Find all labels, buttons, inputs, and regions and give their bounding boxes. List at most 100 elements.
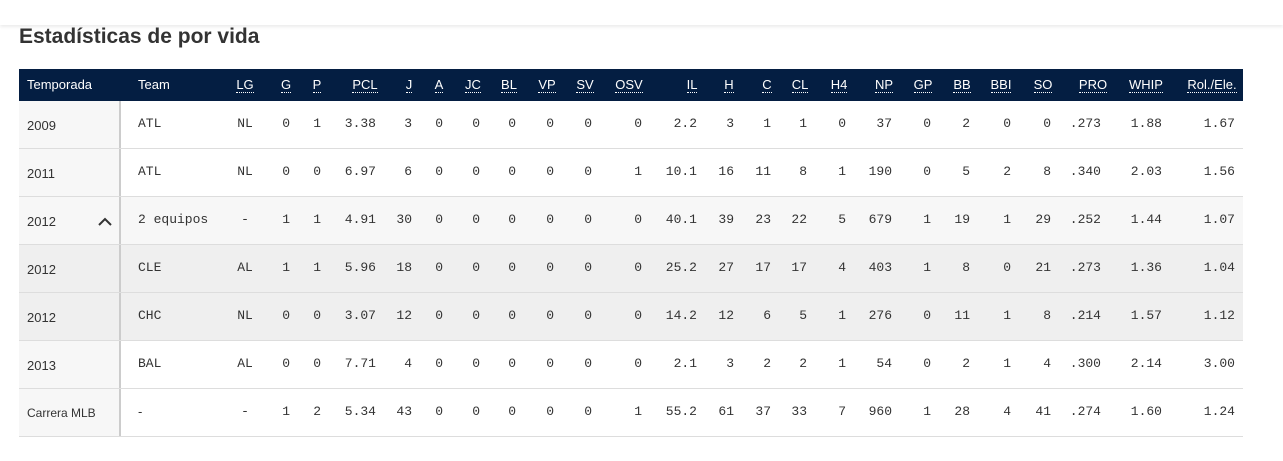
stat-cell: 190 <box>868 164 892 179</box>
top-bar <box>0 0 1283 25</box>
stat-cell: - <box>138 404 143 419</box>
row-header-cell <box>19 293 121 340</box>
stat-cell: 0 <box>923 116 931 131</box>
column-header[interactable]: IL <box>592 77 792 93</box>
stat-cell: 22 <box>791 212 807 227</box>
column-header[interactable]: NP <box>784 77 984 93</box>
column-header[interactable]: OSV <box>529 77 729 93</box>
table-row: 2012 2 equipos - 1 1 4.91 30 0 0 0 0 0 0 40.1 39 23 22 5 6… <box>19 197 1243 245</box>
stat-cell: 1.60 <box>1130 404 1162 419</box>
stat-cell: 4 <box>1003 404 1011 419</box>
column-header-text: H <box>724 77 734 93</box>
stat-cell: 0 <box>282 356 290 371</box>
column-header-text: J <box>405 77 413 93</box>
table-row: 2012 CHC NL 0 0 3.07 12 0 0 0 0 0 0 14.2 12 6 5 1 276 0 11 1 8… <box>19 293 1243 341</box>
season: 2009 <box>27 118 56 133</box>
column-header[interactable]: P <box>217 77 417 93</box>
column-header[interactable]: JC <box>373 77 573 93</box>
column-header-text: A <box>434 77 444 93</box>
column-header[interactable]: C <box>667 77 867 93</box>
stat-cell: 23 <box>755 212 771 227</box>
stat-cell: 1.56 <box>1203 164 1235 179</box>
column-header-text: BL <box>501 77 517 93</box>
stat-cell: 0 <box>508 164 516 179</box>
column-header-text: CL <box>791 77 809 93</box>
stat-cell: 54 <box>876 356 892 371</box>
stat-cell: 2 <box>1003 164 1011 179</box>
stat-cell: 0 <box>472 260 480 275</box>
stat-cell: 5.96 <box>344 260 376 275</box>
column-header-text: P <box>312 77 322 93</box>
stat-cell: 18 <box>396 260 412 275</box>
column-header[interactable]: A <box>339 77 539 93</box>
stat-cell: BAL <box>138 356 162 371</box>
column-header[interactable]: BBI <box>901 77 1101 93</box>
column-header[interactable]: GP <box>823 77 1023 93</box>
stat-cell: 2 <box>763 356 771 371</box>
stat-cell: 0 <box>546 212 554 227</box>
stat-cell: 0 <box>508 212 516 227</box>
stat-cell: 14.2 <box>665 308 697 323</box>
stat-cell: 0 <box>1043 116 1051 131</box>
column-header[interactable]: PCL <box>265 77 465 93</box>
stat-cell: 0 <box>472 212 480 227</box>
column-header[interactable]: VP <box>447 77 647 93</box>
stat-cell: NL <box>237 308 253 323</box>
stat-cell: 37 <box>755 404 771 419</box>
stat-cell: 10.1 <box>665 164 697 179</box>
stat-cell: 0 <box>508 404 516 419</box>
stat-cell: 43 <box>396 404 412 419</box>
column-header-text: BB <box>953 77 971 93</box>
stat-cell: 8 <box>962 260 970 275</box>
stat-cell: 1 <box>799 116 807 131</box>
stat-cell: 8 <box>799 164 807 179</box>
column-header[interactable]: CL <box>700 77 900 93</box>
stat-cell: .274 <box>1069 404 1101 419</box>
column-header[interactable]: H4 <box>739 77 939 93</box>
stat-cell: 0 <box>584 260 592 275</box>
column-header[interactable]: LG <box>145 77 345 93</box>
column-header[interactable]: Temporada <box>27 77 92 92</box>
stat-cell: .340 <box>1069 164 1101 179</box>
column-header[interactable]: J <box>309 77 509 93</box>
stat-cell: 0 <box>435 212 443 227</box>
column-header-text: BBI <box>990 77 1012 93</box>
stat-cell: 2.1 <box>673 356 697 371</box>
stat-cell: 1 <box>838 164 846 179</box>
stat-cell: 39 <box>718 212 734 227</box>
stat-cell: 12 <box>718 308 734 323</box>
column-header[interactable]: BB <box>862 77 1062 93</box>
stat-cell: 7.71 <box>344 356 376 371</box>
stat-cell: 1.88 <box>1130 116 1162 131</box>
column-header[interactable]: Team <box>138 77 170 92</box>
stat-cell: 1 <box>282 260 290 275</box>
column-header[interactable]: PRO <box>993 77 1193 93</box>
stat-cell: 0 <box>435 116 443 131</box>
row-header-cell <box>19 149 121 196</box>
stat-cell: 2 equipos <box>138 212 209 227</box>
stat-cell: 1.12 <box>1203 308 1235 323</box>
collapse-chevron[interactable] <box>98 217 112 227</box>
stat-cell: 1.07 <box>1203 212 1235 227</box>
stat-cell: 1 <box>634 164 642 179</box>
column-header[interactable]: SO <box>943 77 1143 93</box>
stat-cell: 1 <box>1003 308 1011 323</box>
stat-cell: 0 <box>472 356 480 371</box>
column-header[interactable]: Rol./Ele. <box>1112 77 1283 93</box>
column-header[interactable]: G <box>186 77 386 93</box>
season: Carrera MLB <box>27 406 96 420</box>
stat-cell: .273 <box>1069 260 1101 275</box>
stat-cell: 0 <box>923 164 931 179</box>
column-header-text: H4 <box>830 77 848 93</box>
stat-cell: 0 <box>634 116 642 131</box>
column-header[interactable]: WHIP <box>1046 77 1246 93</box>
stat-cell: 0 <box>546 164 554 179</box>
stat-cell: 5 <box>799 308 807 323</box>
stat-cell: 0 <box>313 164 321 179</box>
column-header[interactable]: SV <box>485 77 685 93</box>
stat-cell: 4 <box>838 260 846 275</box>
column-header[interactable]: BL <box>409 77 609 93</box>
column-header-text: NP <box>874 77 894 93</box>
column-header[interactable]: H <box>629 77 829 93</box>
stat-cell: 1 <box>634 404 642 419</box>
